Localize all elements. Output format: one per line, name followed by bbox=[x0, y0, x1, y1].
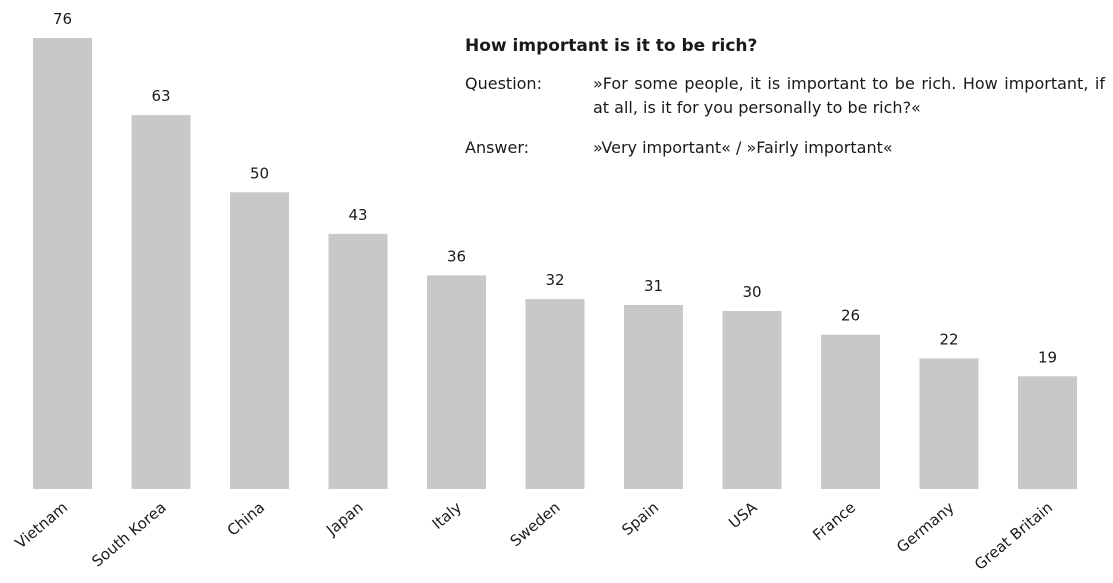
bar-germany bbox=[919, 358, 979, 489]
chart-title: How important is it to be rich? bbox=[465, 36, 758, 56]
value-label-china: 50 bbox=[250, 164, 269, 182]
category-label-vietnam: Vietnam bbox=[12, 498, 71, 552]
answer-row: Answer: »Very important« / »Fairly impor… bbox=[465, 136, 1105, 160]
bar-japan bbox=[328, 233, 388, 489]
bar-italy bbox=[427, 275, 486, 489]
value-label-germany: 22 bbox=[939, 330, 958, 348]
value-label-great-britain: 19 bbox=[1038, 348, 1057, 366]
value-label-usa: 30 bbox=[742, 283, 761, 301]
category-label-france: France bbox=[809, 498, 859, 544]
category-label-great-britain: Great Britain bbox=[971, 498, 1056, 573]
question-label: Question: bbox=[465, 74, 542, 93]
value-label-japan: 43 bbox=[348, 206, 367, 224]
chart-info-panel: How important is it to be rich? Question… bbox=[465, 34, 1105, 176]
value-label-france: 26 bbox=[841, 307, 860, 325]
category-label-usa: USA bbox=[725, 498, 761, 532]
bar-usa bbox=[722, 311, 782, 489]
category-label-italy: Italy bbox=[429, 498, 466, 533]
category-label-south-korea: South Korea bbox=[88, 498, 169, 570]
question-text: »For some people, it is important to be … bbox=[593, 74, 1105, 117]
category-label-germany: Germany bbox=[893, 498, 957, 556]
category-label-japan: Japan bbox=[322, 498, 366, 539]
value-label-spain: 31 bbox=[644, 277, 663, 295]
bar-great-britain bbox=[1018, 376, 1077, 490]
bar-china bbox=[230, 192, 289, 490]
value-label-vietnam: 76 bbox=[53, 10, 72, 28]
category-label-sweden: Sweden bbox=[507, 498, 564, 550]
answer-text: »Very important« / »Fairly important« bbox=[593, 138, 893, 157]
bar-sweden bbox=[525, 299, 585, 489]
bar-spain bbox=[624, 305, 683, 489]
value-label-south-korea: 63 bbox=[151, 87, 170, 105]
bar-france bbox=[821, 334, 880, 489]
bar-south-korea bbox=[131, 115, 191, 489]
value-label-italy: 36 bbox=[447, 247, 466, 265]
answer-label: Answer: bbox=[465, 138, 530, 157]
bar-vietnam bbox=[33, 38, 92, 489]
category-label-spain: Spain bbox=[618, 498, 662, 539]
question-row: Question: »For some people, it is import… bbox=[465, 72, 1105, 120]
category-label-china: China bbox=[224, 498, 268, 539]
value-label-sweden: 32 bbox=[545, 271, 564, 289]
